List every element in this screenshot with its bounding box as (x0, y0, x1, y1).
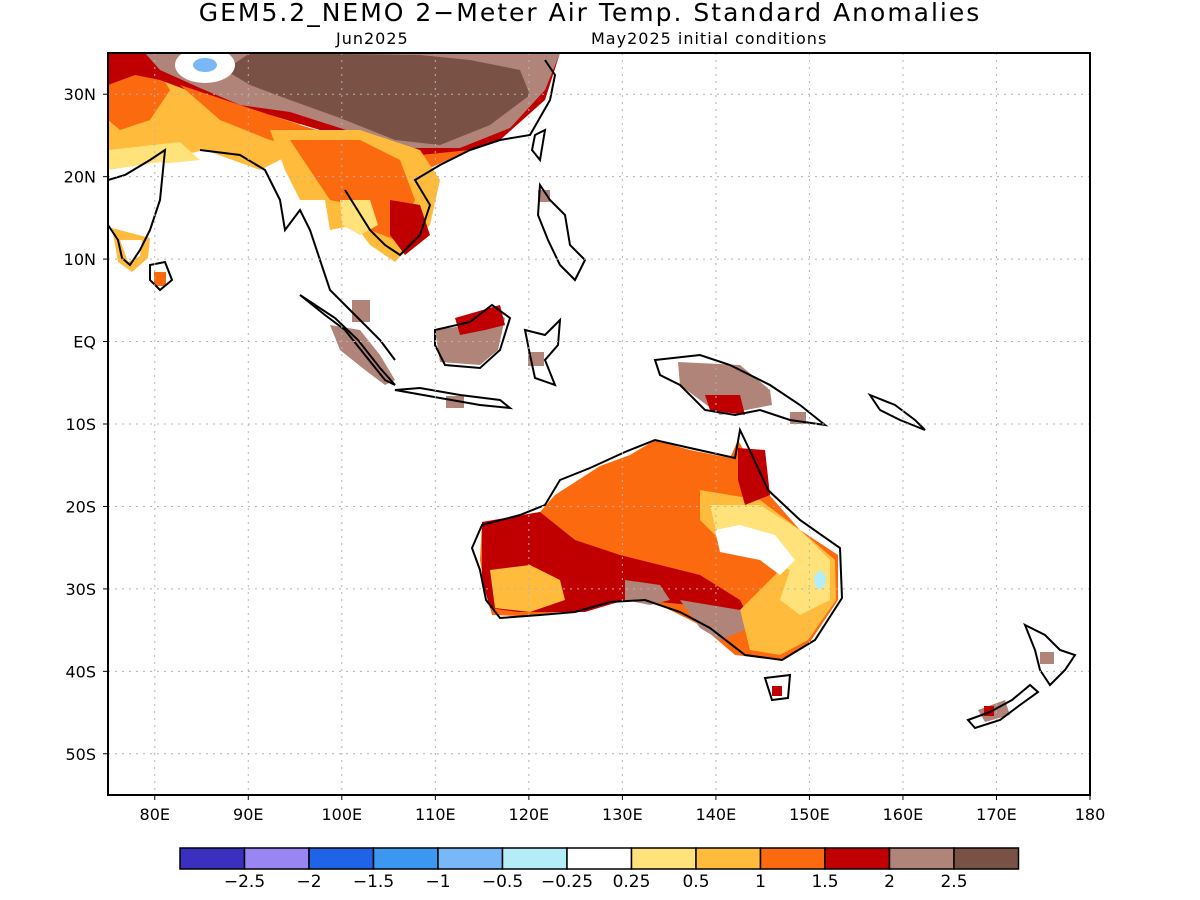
colorbar-label: −0.25 (540, 872, 594, 892)
philippines-coastline (536, 181, 587, 282)
india-coastline (108, 147, 167, 267)
lon-label: 160E (883, 805, 924, 824)
sri-lanka-warm-region (154, 272, 166, 286)
colorbar-label: 2 (884, 872, 895, 892)
colorbar (179, 847, 1020, 870)
nz-north-region (1040, 652, 1054, 664)
bay-bengal-coastline (199, 149, 396, 361)
sri-lanka-coastline (149, 260, 174, 292)
latitude-labels: 30N 20N 10N EQ 10S 20S 30S 40S 50S (64, 85, 96, 764)
australia-cool-spot (814, 571, 826, 589)
colorbar-label: 0.25 (612, 872, 651, 892)
sumatra-anomaly-region (330, 325, 395, 385)
philippines-anomaly-region (538, 190, 550, 202)
colorbar-swatch (566, 847, 633, 870)
lat-label: 10S (65, 415, 96, 434)
lon-label: 120E (509, 805, 550, 824)
lon-label: 140E (696, 805, 737, 824)
coastlines (108, 59, 1077, 730)
lat-label: 20N (64, 168, 96, 187)
lon-label: 100E (321, 805, 362, 824)
colorbar-swatch (759, 847, 826, 870)
taiwan-coastline (530, 128, 547, 163)
nz-south-coastline (966, 683, 1040, 730)
cape-york-red-region (738, 448, 770, 505)
new-guinea-red-region (705, 395, 745, 415)
init-conditions-label: May2025 initial conditions (591, 29, 828, 48)
lat-label: 30N (64, 85, 96, 104)
lat-label: EQ (73, 333, 96, 352)
colorbar-swatch (501, 847, 568, 870)
nz-north-coastline (1023, 622, 1077, 687)
colorbar-swatch (243, 847, 310, 870)
colorbar-swatch (437, 847, 504, 870)
lon-label: 170E (976, 805, 1017, 824)
lon-label: 180 (1075, 805, 1106, 824)
tibet-brown-region (225, 53, 530, 145)
indochina-red-region (390, 200, 430, 255)
lat-label: 40S (65, 662, 96, 681)
tasmania-red-region (772, 686, 782, 696)
borneo-coastline (434, 303, 512, 370)
malay-anomaly-region (352, 300, 370, 322)
australia-sw-taupe-region (625, 580, 670, 605)
colorbar-swatch (824, 847, 891, 870)
colorbar-label: 2.5 (940, 872, 968, 892)
australia-se-taupe-region (680, 600, 745, 640)
indochina-hot-region (290, 140, 415, 240)
australia-pale-west-region (490, 565, 565, 612)
colorbar-swatch (179, 847, 246, 870)
longitude-labels: 80E 90E 100E 110E 120E 130E 140E 150E 160E 170E 18… (140, 805, 1106, 824)
tasmania-coastline (763, 673, 792, 702)
anomaly-shading (108, 53, 1054, 722)
java-coastline (394, 386, 514, 410)
australia-east-white-region (715, 525, 795, 575)
axis-ticks (103, 93, 1091, 800)
colorbar-swatch (630, 847, 697, 870)
lat-label: 30S (65, 580, 96, 599)
lon-label: 80E (140, 805, 170, 824)
colorbar-swatch (888, 847, 955, 870)
lat-label: 10N (64, 250, 96, 269)
colorbar-swatch (695, 847, 762, 870)
new-guinea-coastline (653, 353, 829, 427)
colorbar-swatch (308, 847, 375, 870)
lon-label: 130E (602, 805, 643, 824)
colorbar-swatch (372, 847, 439, 870)
colorbar-label: −1.5 (352, 872, 395, 892)
lon-label: 150E (789, 805, 830, 824)
indochina-coastline (344, 59, 557, 257)
india-central-white-region (108, 162, 200, 240)
sulawesi-coastline (523, 317, 562, 387)
colorbar-label: 0.5 (682, 872, 710, 892)
colorbar-label: −2.5 (223, 872, 266, 892)
colorbar-label: 1 (755, 872, 766, 892)
solomons-coastline (867, 392, 926, 431)
map-title: GEM5.2_NEMO 2−Meter Air Temp. Standard A… (198, 0, 982, 27)
sumatra-coastline (299, 294, 396, 386)
nz-south-red-region (984, 706, 994, 716)
lat-label: 50S (65, 745, 96, 764)
colorbar-label: −2 (296, 872, 322, 892)
colorbar-label: 1.5 (811, 872, 839, 892)
target-month-label: Jun2025 (336, 29, 409, 48)
gridlines (108, 53, 1090, 795)
tibet-cool-spot-core (193, 58, 217, 72)
lat-label: 20S (65, 497, 96, 516)
lon-label: 110E (415, 805, 456, 824)
colorbar-label: −1 (425, 872, 451, 892)
lon-label: 90E (233, 805, 263, 824)
colorbar-swatch (953, 847, 1020, 870)
borneo-red-region (455, 305, 505, 335)
colorbar-label: −0.5 (481, 872, 524, 892)
australia-coastline (470, 426, 844, 662)
